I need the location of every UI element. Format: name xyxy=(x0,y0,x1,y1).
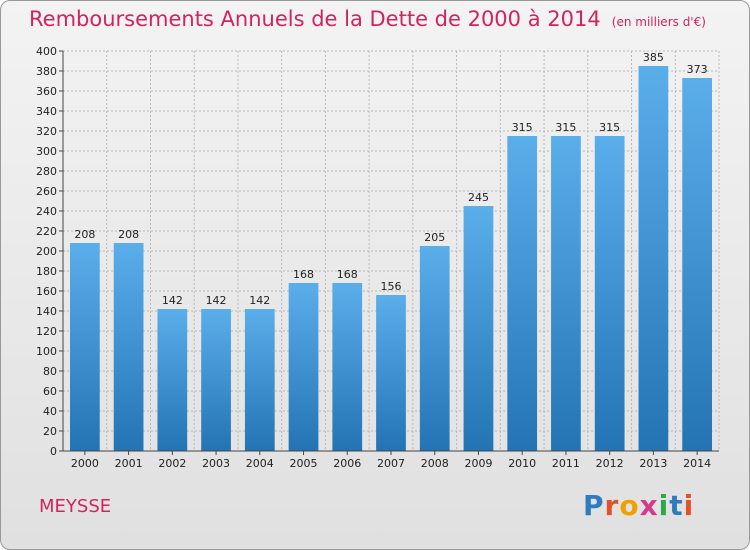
bar xyxy=(332,283,363,451)
bar-value-label: 168 xyxy=(293,268,314,281)
logo-letter: o xyxy=(619,489,640,522)
proxiti-logo: Proxiti xyxy=(583,489,694,522)
bar xyxy=(638,66,669,451)
logo-letter: P xyxy=(583,489,605,522)
y-tick-label: 80 xyxy=(43,365,57,378)
x-tick-label: 2002 xyxy=(158,457,186,470)
x-tick-label: 2007 xyxy=(377,457,405,470)
x-tick-label: 2008 xyxy=(421,457,449,470)
logo-letter: x xyxy=(639,489,659,522)
bars: 208 208 142 142 142 168 168 156 205 245 315 315 315 3… xyxy=(69,51,713,451)
y-tick-label: 40 xyxy=(43,405,57,418)
bar xyxy=(376,295,406,451)
bar-value-label: 208 xyxy=(74,228,95,241)
bar-value-label: 142 xyxy=(206,294,227,307)
y-tick-label: 300 xyxy=(36,145,57,158)
logo-letter: i xyxy=(683,489,695,522)
y-tick-label: 240 xyxy=(36,205,57,218)
bar xyxy=(201,309,231,451)
x-tick-label: 2012 xyxy=(596,457,624,470)
bar-value-label: 315 xyxy=(555,121,576,134)
axes: 0 20 40 60 80 100 120 140 160 180 200 220 240 260 280 3… xyxy=(36,45,719,470)
x-tick-label: 2009 xyxy=(464,457,492,470)
bar-value-label: 142 xyxy=(249,294,270,307)
y-tick-label: 120 xyxy=(36,325,57,338)
y-tick-label: 200 xyxy=(36,245,57,258)
y-tick-label: 360 xyxy=(36,85,57,98)
bar-value-label: 208 xyxy=(118,228,139,241)
bar-value-label: 385 xyxy=(643,51,664,64)
y-tick-label: 160 xyxy=(36,285,57,298)
commune-name: MEYSSE xyxy=(39,496,112,517)
x-tick-label: 2010 xyxy=(508,457,536,470)
x-tick-label: 2005 xyxy=(290,457,318,470)
x-tick-label: 2001 xyxy=(115,457,143,470)
x-tick-label: 2006 xyxy=(333,457,361,470)
logo-letter: t xyxy=(669,489,684,522)
bar xyxy=(463,206,494,451)
bar-value-label: 373 xyxy=(687,63,708,76)
y-tick-label: 60 xyxy=(43,385,57,398)
bar xyxy=(682,78,713,451)
logo-letter: r xyxy=(604,489,620,522)
chart-title-block: Remboursements Annuels de la Dette de 20… xyxy=(29,7,706,31)
chart-subtitle: (en milliers d'€) xyxy=(611,15,706,29)
chart-title: Remboursements Annuels de la Dette de 20… xyxy=(29,7,601,31)
bar xyxy=(157,309,188,451)
bar xyxy=(69,243,100,451)
y-tick-label: 340 xyxy=(36,105,57,118)
x-tick-label: 2003 xyxy=(202,457,230,470)
y-tick-label: 140 xyxy=(36,305,57,318)
y-tick-label: 380 xyxy=(36,65,57,78)
y-tick-label: 220 xyxy=(36,225,57,238)
logo-letter: i xyxy=(658,489,670,522)
x-tick-label: 2000 xyxy=(71,457,99,470)
bar-value-label: 142 xyxy=(162,294,183,307)
x-tick-label: 2014 xyxy=(683,457,711,470)
bar-value-label: 245 xyxy=(468,191,489,204)
bar xyxy=(244,309,275,451)
bar xyxy=(288,283,319,451)
bar xyxy=(551,136,581,451)
bar xyxy=(594,136,625,451)
bar xyxy=(419,246,450,451)
bar-value-label: 315 xyxy=(599,121,620,134)
bar xyxy=(507,136,538,451)
bar-value-label: 156 xyxy=(381,280,402,293)
x-tick-label: 2013 xyxy=(639,457,667,470)
bar xyxy=(113,243,144,451)
x-tick-label: 2004 xyxy=(246,457,274,470)
y-tick-label: 320 xyxy=(36,125,57,138)
y-tick-label: 180 xyxy=(36,265,57,278)
bar-value-label: 205 xyxy=(424,231,445,244)
bar-value-label: 168 xyxy=(337,268,358,281)
x-tick-label: 2011 xyxy=(552,457,580,470)
y-tick-label: 260 xyxy=(36,185,57,198)
bar-value-label: 315 xyxy=(512,121,533,134)
y-tick-label: 100 xyxy=(36,345,57,358)
y-tick-label: 280 xyxy=(36,165,57,178)
y-tick-label: 0 xyxy=(50,445,57,458)
y-tick-label: 400 xyxy=(36,45,57,58)
y-tick-label: 20 xyxy=(43,425,57,438)
